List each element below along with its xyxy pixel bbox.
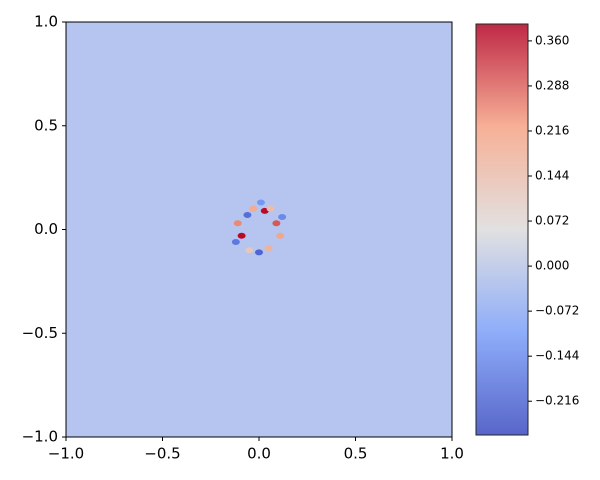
field-peak (264, 245, 273, 252)
x-tick-label: 1.0 (440, 445, 464, 463)
x-tick-label: 0.5 (344, 445, 368, 463)
colorbar-tick-label: −0.144 (535, 349, 579, 363)
y-tick-label: −0.5 (22, 324, 58, 342)
colorbar-tick-label: 0.360 (535, 33, 569, 47)
colorbar-tick-label: 0.000 (535, 259, 569, 273)
field-peak (237, 232, 246, 239)
field-peak (255, 249, 263, 256)
field-peak (231, 238, 240, 245)
y-tick-label: 1.0 (34, 13, 58, 31)
x-tick-label: −1.0 (48, 445, 84, 463)
field-peak (266, 205, 275, 212)
colorbar-tick-label: −0.216 (535, 394, 579, 408)
y-tick-label: 0.0 (34, 220, 58, 238)
colorbar-tick-label: −0.072 (535, 304, 579, 318)
field-peak (249, 205, 258, 212)
field-peak (272, 220, 281, 227)
field-peak (243, 211, 252, 218)
field-peak (256, 199, 265, 206)
x-tick-label: 0.0 (247, 445, 271, 463)
field-peak (233, 220, 242, 227)
x-tick-label: −0.5 (144, 445, 180, 463)
y-tick-label: 0.5 (34, 116, 58, 134)
field-peak (276, 232, 285, 239)
field-peak (278, 214, 287, 221)
field-background (66, 22, 452, 437)
field-peak (245, 247, 254, 254)
y-tick-label: −1.0 (22, 428, 58, 446)
colorbar-tick-label: 0.072 (535, 214, 569, 228)
plot-area (66, 22, 452, 437)
colorbar-tick-label: 0.216 (535, 123, 569, 137)
colorbar-tick-label: 0.144 (535, 169, 569, 183)
colorbar (475, 23, 529, 436)
colorbar-tick-label: 0.288 (535, 78, 569, 92)
